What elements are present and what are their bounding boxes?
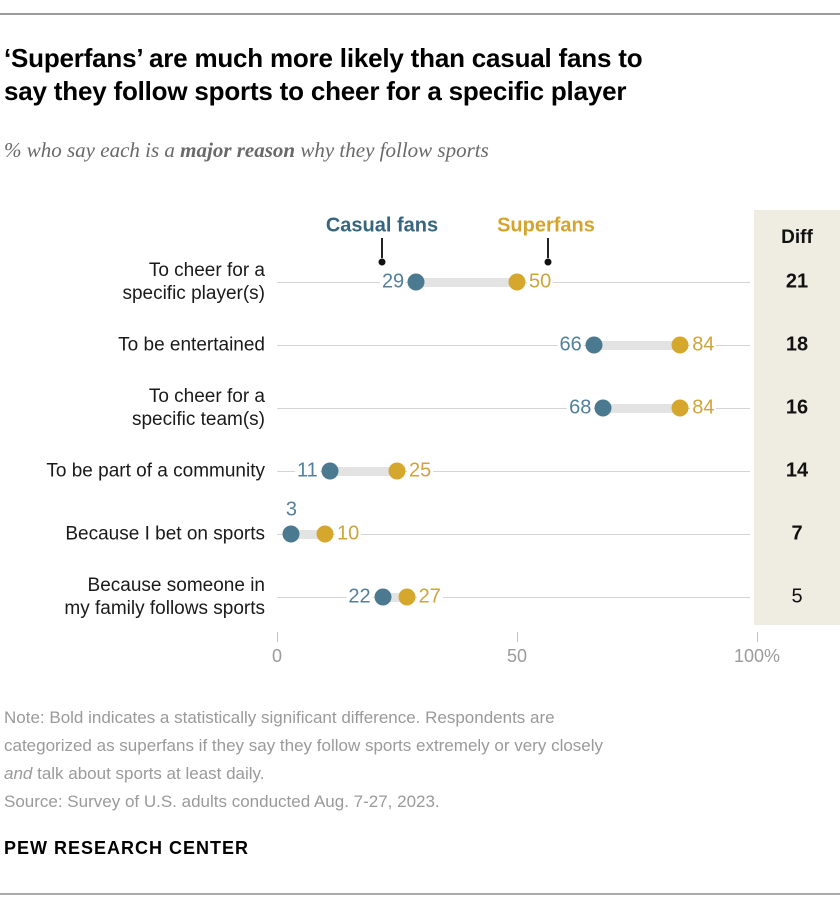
superfan-dot (508, 273, 526, 291)
dumbbell-connector (603, 403, 681, 413)
top-rule (0, 13, 840, 15)
dumbbell-connector (291, 529, 325, 539)
axis-tick (757, 632, 758, 642)
casual-dot (282, 525, 300, 543)
axis-tick (277, 632, 278, 642)
pew-research-center-wordmark: PEW RESEARCH CENTER (4, 838, 250, 858)
category-label: To be entertained (118, 334, 265, 356)
subtitle-prefix: % who say each is a (4, 138, 181, 162)
chart-title-line1: ‘Superfans’ are much more likely than ca… (4, 43, 643, 73)
row-gridline (277, 407, 750, 409)
dumbbell-connector (329, 466, 397, 476)
category-label: To cheer for a specific player(s) (122, 260, 265, 304)
subtitle-emphasis: major reason (180, 138, 296, 162)
chart-title-line2: say they follow sports to cheer for a sp… (4, 76, 627, 106)
axis-tick-label: 50 (506, 646, 528, 666)
note-line2: categorized as superfans if they say the… (4, 736, 604, 755)
note-line1: Note: Bold indicates a statistically sig… (4, 708, 555, 727)
row-gridline (277, 344, 750, 346)
category-label: Because someone in my family follows spo… (64, 575, 265, 619)
superfan-dot (671, 399, 689, 417)
dumbbell-connector (416, 277, 517, 287)
casual-value: 3 (285, 498, 297, 521)
category-label: To be part of a community (46, 460, 265, 482)
superfan-value: 25 (407, 459, 434, 483)
dumbbell-connector (593, 340, 681, 350)
row-gridline (277, 470, 750, 472)
casual-dot (594, 399, 612, 417)
casual-dot (585, 336, 603, 354)
row-gridline (277, 596, 750, 598)
superfan-dot (388, 462, 406, 480)
casual-value: 68 (567, 396, 594, 420)
casual-dot (321, 462, 339, 480)
superfan-value: 50 (527, 270, 554, 294)
category-label: Because I bet on sports (65, 523, 265, 545)
legend-pointer-line-superfans (547, 238, 549, 258)
axis-tick-label: 0 (271, 646, 283, 666)
casual-dot (374, 588, 392, 606)
row-gridline (277, 533, 750, 535)
casual-value: 66 (557, 333, 584, 357)
note-line3-rest: talk about sports at least daily. (32, 764, 265, 783)
dumbbell-chart: Diff Casual fans Superfans To cheer for … (0, 200, 840, 680)
category-label: To cheer for a specific team(s) (131, 386, 265, 430)
axis-tick (517, 632, 518, 642)
superfan-dot (671, 336, 689, 354)
chart-subtitle: % who say each is a major reason why the… (4, 138, 489, 163)
superfan-value: 84 (690, 333, 717, 357)
legend-pointer-dot-casual (378, 258, 386, 266)
subtitle-suffix: why they follow sports (295, 138, 489, 162)
legend-pointer-dot-superfans (544, 258, 552, 266)
diff-value: 16 (785, 396, 809, 419)
casual-value: 29 (379, 270, 407, 294)
diff-value: 7 (791, 522, 803, 545)
chart-title: ‘Superfans’ are much more likely than ca… (4, 42, 643, 108)
superfan-value: 84 (690, 396, 717, 420)
superfan-dot (316, 525, 334, 543)
diff-value: 14 (785, 459, 809, 482)
legend-casual-fans: Casual fans (325, 214, 439, 237)
superfan-value: 27 (416, 585, 443, 609)
diff-value: 5 (791, 585, 803, 608)
casual-dot (407, 273, 425, 291)
axis-tick-label: 100% (733, 646, 781, 666)
source-line: Source: Survey of U.S. adults conducted … (4, 792, 440, 811)
superfan-dot (398, 588, 416, 606)
diff-column-header: Diff (781, 227, 813, 248)
chart-note: Note: Bold indicates a statistically sig… (4, 704, 603, 816)
dumbbell-connector (382, 592, 407, 602)
casual-value: 11 (295, 459, 320, 483)
legend-superfans: Superfans (497, 214, 595, 237)
diff-panel (754, 210, 840, 625)
casual-value: 22 (346, 585, 373, 609)
bottom-rule (0, 893, 840, 895)
legend-pointer-line-casual (381, 238, 383, 258)
diff-value: 18 (785, 333, 809, 356)
note-line3-italic: and (4, 764, 33, 783)
diff-value: 21 (785, 270, 809, 293)
superfan-value: 10 (335, 522, 362, 546)
